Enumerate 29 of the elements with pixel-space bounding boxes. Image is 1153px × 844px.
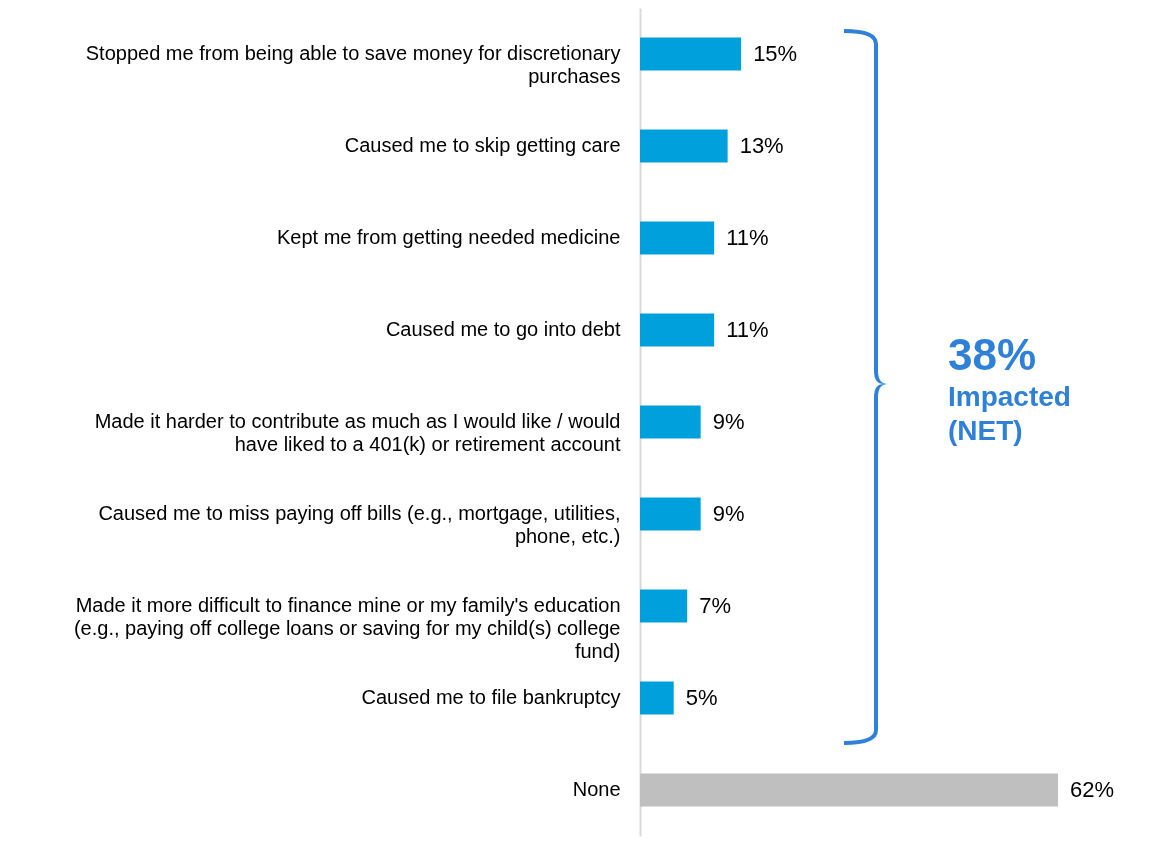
bar: [640, 405, 701, 439]
data-label: 15%: [753, 41, 798, 66]
y-tick-label: None: [572, 778, 621, 800]
bar: [640, 129, 728, 163]
y-tick-label: Caused me to go into debt: [385, 318, 621, 340]
bar: [640, 681, 674, 715]
bar: [640, 221, 715, 255]
annotation: 38%: [948, 330, 1038, 380]
annotation: Impacted (NET): [948, 380, 1072, 448]
y-tick-label: Caused me to miss paying off bills (e.g., mortgage, utilities, phone, etc.): [98, 502, 621, 547]
data-label: 5%: [685, 685, 718, 710]
y-tick-label: Made it harder to contribute as much as I would like / would have liked to a 401(k) or retirement account: [94, 410, 621, 455]
data-label: 11%: [726, 317, 769, 342]
bar: [640, 589, 688, 623]
y-tick-label: Stopped me from being able to save money for discretionary purchases: [85, 42, 621, 87]
data-label: 62%: [1070, 777, 1115, 802]
data-label: 11%: [726, 225, 769, 250]
bar: [640, 313, 715, 347]
y-tick-label: Caused me to file bankruptcy: [361, 686, 621, 708]
y-tick-label: Caused me to skip getting care: [344, 134, 621, 156]
data-label: 9%: [712, 501, 745, 526]
bar: [640, 497, 701, 531]
bar: [640, 773, 1058, 807]
data-label: 9%: [712, 409, 745, 434]
y-tick-label: Made it more difficult to finance mine or my family's education (e.g., paying off college loans or saving for my child(s) college fund): [73, 594, 621, 662]
y-tick-label: Kept me from getting needed medicine: [276, 226, 621, 248]
data-label: 13%: [739, 133, 784, 158]
bar: [640, 37, 742, 71]
data-label: 7%: [699, 593, 731, 618]
